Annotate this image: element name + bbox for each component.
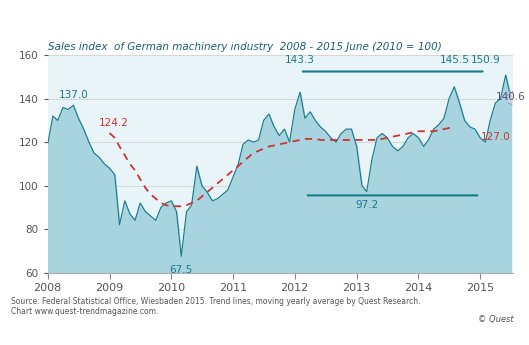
- Text: Machinery industry’s sales June 2015: Ongoing rising tendeny in sideways range: Machinery industry’s sales June 2015: On…: [5, 12, 529, 26]
- Text: 150.9: 150.9: [470, 55, 500, 65]
- Text: 124.2: 124.2: [99, 118, 129, 128]
- Text: 140.6: 140.6: [496, 92, 526, 102]
- Text: Source: Federal Statistical Office, Wiesbaden 2015. Trend lines, moving yearly a: Source: Federal Statistical Office, Wies…: [11, 297, 420, 316]
- Text: 145.5: 145.5: [439, 55, 469, 65]
- Text: 97.2: 97.2: [355, 200, 378, 210]
- Text: 67.5: 67.5: [170, 265, 193, 275]
- Text: 143.3: 143.3: [285, 55, 315, 65]
- Text: © Quest: © Quest: [478, 315, 513, 324]
- Text: Sales index  of German machinery industry  2008 - 2015 June (2010 = 100): Sales index of German machinery industry…: [48, 42, 441, 52]
- Ellipse shape: [507, 90, 514, 105]
- Text: 127.0: 127.0: [481, 132, 511, 142]
- Text: 137.0: 137.0: [58, 90, 88, 100]
